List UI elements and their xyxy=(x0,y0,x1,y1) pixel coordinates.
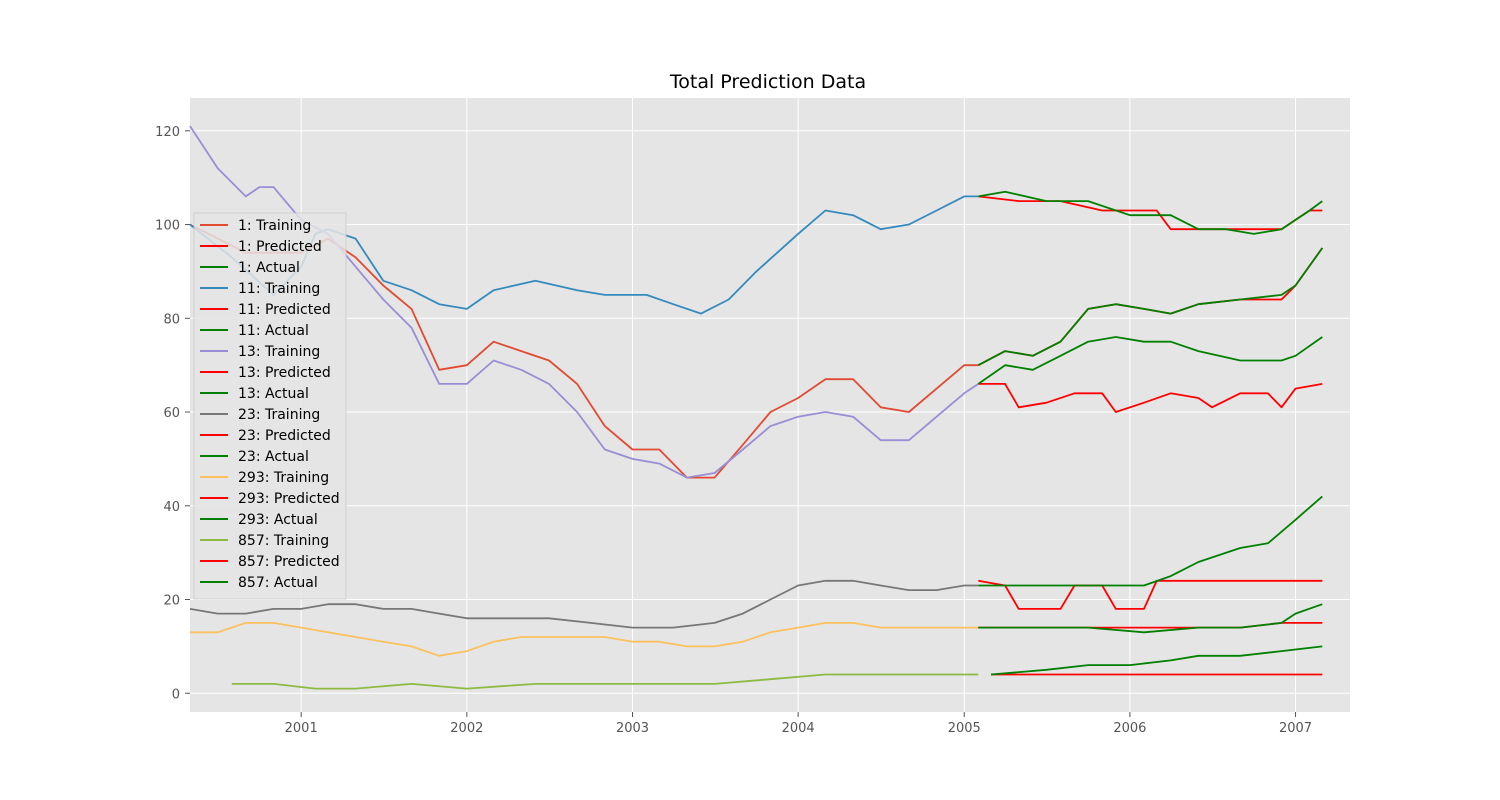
y-tick-label: 40 xyxy=(163,500,180,515)
series-line-293-actual xyxy=(978,603,1323,634)
x-axis: 2001 2002 2003 2004 2005 2006 2007 xyxy=(285,712,1312,736)
y-axis: 0 20 40 60 80 100 120 xyxy=(155,125,190,702)
legend-label: 1: Predicted xyxy=(238,239,322,255)
plot-area xyxy=(190,98,1350,712)
legend-box xyxy=(193,212,347,600)
x-tick-label: 2006 xyxy=(1113,721,1146,736)
series-line-857-training xyxy=(231,673,979,690)
legend-label: 293: Training xyxy=(238,470,329,486)
y-tick-label: 100 xyxy=(155,219,180,234)
legend-label: 1: Training xyxy=(238,218,311,234)
legend-label: 11: Predicted xyxy=(238,302,331,318)
x-tick-label: 2004 xyxy=(782,721,815,736)
grid xyxy=(190,98,1350,712)
series-line-1-actual xyxy=(978,190,1323,235)
series-line-23-predicted xyxy=(978,579,1323,610)
legend-label: 293: Actual xyxy=(238,512,318,528)
y-tick-label: 20 xyxy=(163,594,180,609)
y-tick-label: 80 xyxy=(163,312,180,327)
chart-title: Total Prediction Data xyxy=(669,71,866,93)
legend-label: 13: Predicted xyxy=(238,365,331,381)
x-tick-label: 2001 xyxy=(285,721,318,736)
x-tick-label: 2002 xyxy=(450,721,483,736)
series-line-13-predicted xyxy=(978,382,1323,413)
y-tick-label: 120 xyxy=(155,125,180,140)
legend-label: 1: Actual xyxy=(238,260,300,276)
series-line-857-actual xyxy=(990,645,1323,676)
x-tick-label: 2003 xyxy=(616,721,649,736)
legend-label: 23: Actual xyxy=(238,449,309,465)
series-line-11-actual xyxy=(977,247,1324,366)
series-line-293-training xyxy=(190,622,979,657)
legend: 1: Training 1: Predicted 1: Actual 11: Trai… xyxy=(193,212,347,600)
legend-label: 857: Training xyxy=(238,533,329,549)
series-line-23-training xyxy=(189,579,979,629)
legend-label: 857: Predicted xyxy=(238,554,340,570)
series-line-13-actual xyxy=(977,336,1323,385)
legend-label: 23: Predicted xyxy=(238,428,331,444)
legend-label: 857: Actual xyxy=(238,575,318,591)
legend-label: 23: Training xyxy=(238,407,320,423)
legend-label: 13: Actual xyxy=(238,386,309,402)
x-tick-label: 2005 xyxy=(948,721,981,736)
legend-label: 13: Training xyxy=(238,344,320,360)
legend-label: 11: Actual xyxy=(238,323,309,339)
y-tick-label: 60 xyxy=(163,406,180,421)
x-tick-label: 2007 xyxy=(1279,721,1312,736)
legend-label: 293: Predicted xyxy=(238,491,340,507)
legend-label: 11: Training xyxy=(238,281,320,297)
y-tick-label: 0 xyxy=(172,687,180,702)
series-line-23-actual xyxy=(978,495,1323,587)
